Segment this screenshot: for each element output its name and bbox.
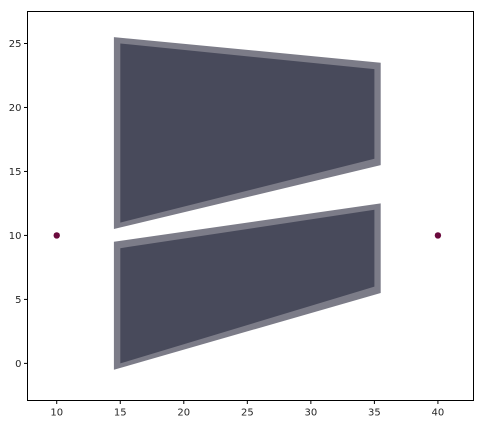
x-axis: 10 15 20 25 30 35 40 [50, 400, 445, 419]
y-tick-label: 0 [15, 359, 21, 370]
polygon-1-fill [120, 43, 375, 223]
polygon-2-fill [120, 209, 375, 364]
y-axis: 0 5 10 15 20 25 [9, 39, 28, 370]
y-tick-label: 15 [9, 167, 22, 178]
x-tick-label: 20 [177, 408, 190, 419]
data-point-1 [53, 232, 60, 239]
x-tick-label: 35 [368, 408, 381, 419]
y-tick-label: 25 [9, 39, 22, 50]
x-tick-label: 10 [50, 408, 63, 419]
y-tick-label: 5 [15, 295, 21, 306]
x-tick-label: 25 [241, 408, 254, 419]
plot-frame [27, 11, 474, 401]
x-tick-label: 40 [432, 408, 445, 419]
y-tick-label: 20 [9, 103, 22, 114]
polygon-layer [113, 37, 381, 370]
x-tick-label: 30 [304, 408, 317, 419]
x-tick-label: 15 [114, 408, 127, 419]
point-layer [53, 232, 442, 239]
y-tick-label: 10 [9, 231, 22, 242]
data-point-2 [434, 232, 442, 239]
